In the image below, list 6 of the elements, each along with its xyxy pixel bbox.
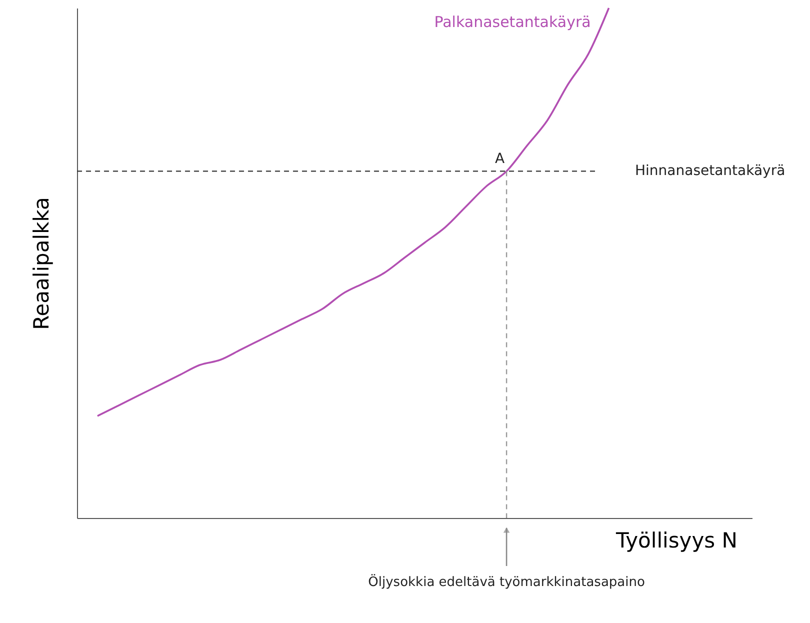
x-axis-title: Työllisyys N — [615, 528, 738, 552]
text: Öljysokkia edeltävä työmarkkinatasapaino — [368, 574, 645, 590]
annotation: A — [494, 151, 505, 168]
y-axis-title: Reaalipalkka — [30, 197, 54, 330]
series-label: Palkanasetantakäyrä — [434, 13, 591, 31]
ref-line-label: Hinnanasetantakäyrä — [635, 163, 786, 180]
